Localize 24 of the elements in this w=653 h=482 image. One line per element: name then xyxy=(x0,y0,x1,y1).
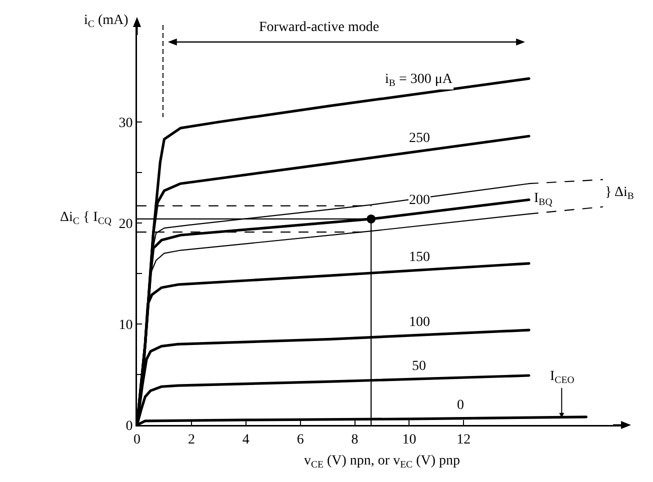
y-axis-title: i$_{C}$ (mA) xyxy=(84,13,129,30)
series-label: i$_{B}$ = 300 μA xyxy=(385,72,454,89)
x-tick-label: 12 xyxy=(456,432,471,448)
series-label: 250 xyxy=(409,131,430,146)
annotation: I$_{BQ}$ xyxy=(534,191,552,208)
series-label: 150 xyxy=(409,250,430,265)
series-label: 100 xyxy=(409,315,430,330)
series-label: 50 xyxy=(412,359,426,374)
y-tick-label: 10 xyxy=(118,318,133,333)
annotation: Forward-active mode xyxy=(259,20,380,35)
series-label: 0 xyxy=(457,398,464,413)
x-tick-label: 10 xyxy=(402,432,416,448)
y-tick-label: 30 xyxy=(118,116,133,131)
x-tick-label: 6 xyxy=(296,432,304,448)
text: Δi$_{C}$ { I$_{CQ}$ xyxy=(60,210,112,227)
annotation: } Δi$_{B}$ xyxy=(605,185,634,202)
x-tick-label: 2 xyxy=(188,432,195,448)
x-tick-label: 4 xyxy=(242,432,250,448)
annotation: I$_{CEO}$ xyxy=(550,369,574,386)
x-axis-title: v$_{CE}$ (V) npn, or v$_{EC}$ (V) pnp xyxy=(304,453,460,470)
series-label: 200 xyxy=(409,193,430,208)
y-tick-label: 0 xyxy=(126,418,133,434)
x-tick-label: 8 xyxy=(351,432,358,448)
y-tick-label: 20 xyxy=(118,216,133,232)
